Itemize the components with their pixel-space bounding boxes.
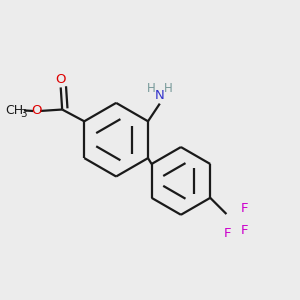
Text: O: O [55,73,65,86]
Text: F: F [241,224,248,237]
Text: F: F [241,202,248,215]
Text: CH: CH [5,104,23,117]
Text: O: O [31,104,42,117]
Text: H: H [164,82,172,95]
Text: 3: 3 [20,109,26,119]
Text: H: H [147,82,156,95]
Text: N: N [155,89,165,102]
Text: F: F [224,227,232,240]
